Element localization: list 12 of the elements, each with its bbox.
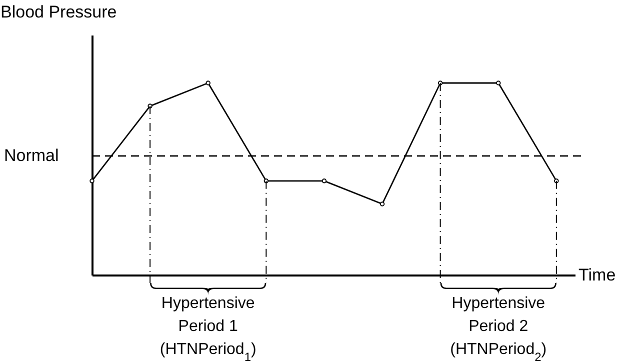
point xyxy=(322,178,327,184)
text: Hypertensive Period 2 (HTNPeriod$_{2}$) xyxy=(450,295,547,364)
text: Hypertensive Period 1 (HTNPeriod$_{1}$) xyxy=(160,295,256,364)
point xyxy=(438,80,443,86)
point xyxy=(206,80,210,86)
point xyxy=(148,104,152,108)
point xyxy=(496,80,501,86)
y-axis-title: Blood Pressure xyxy=(0,2,117,22)
point xyxy=(380,202,385,206)
point xyxy=(90,178,94,184)
ref-line-label: Normal xyxy=(4,146,59,165)
x-axis-title: Time xyxy=(578,266,616,284)
